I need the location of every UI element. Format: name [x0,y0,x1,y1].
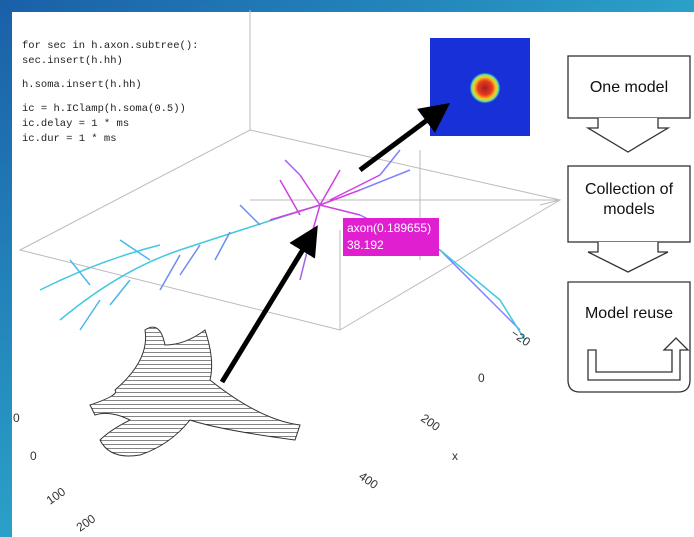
code-line: ic = h.IClamp(h.soma(0.5)) [22,103,186,115]
code-line: ic.dur = 1 * ms [22,133,117,145]
tooltip [343,218,439,256]
code-line: h.soma.insert(h.hh) [22,79,142,91]
flow-step: Collection of models [585,181,674,218]
flow-step: One model [590,79,668,96]
plot-box [18,10,562,331]
code-line: ic.delay = 1 * ms [22,118,129,130]
soma-mesh [89,326,301,457]
heatmap-spot [469,72,501,104]
code-line: for sec in h.axon.subtree(): [22,40,198,52]
flow-diagram [567,55,691,393]
code-block: for sec in h.axon.subtree(): sec.insert(… [22,40,198,145]
arrow [358,103,451,173]
tooltip-label: axon(0.189655) [347,221,431,235]
arrow [219,225,318,384]
flow-step: Model reuse [585,305,673,322]
y-tick-label: 0 [30,449,37,463]
x-axis-title: x [452,449,458,463]
x-tick-label: 0 [478,371,485,385]
y-tick-label: 0 [13,411,20,425]
tooltip-value: 38.192 [347,238,384,252]
code-line: sec.insert(h.hh) [22,55,123,67]
